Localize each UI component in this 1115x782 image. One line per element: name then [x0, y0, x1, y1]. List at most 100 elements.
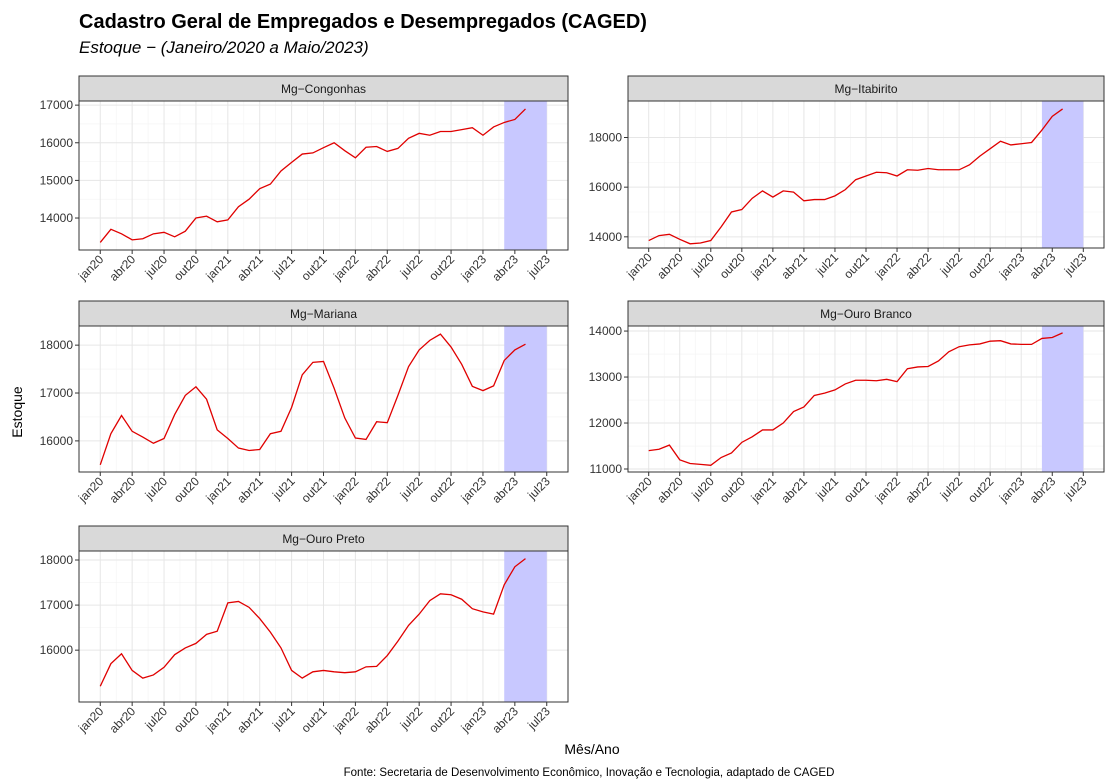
- highlight-band: [504, 551, 547, 702]
- x-tick-label: out22: [426, 704, 457, 735]
- x-tick-label: jan21: [748, 250, 780, 282]
- x-tick-label: out20: [717, 250, 748, 281]
- x-tick-label: jul23: [524, 704, 553, 733]
- x-tick-label: out21: [298, 474, 329, 505]
- y-tick-label: 17000: [40, 598, 74, 612]
- panel-title: Mg−Itabirito: [834, 82, 897, 96]
- y-tick-label: 14000: [40, 211, 74, 225]
- x-tick-label: abr22: [362, 252, 394, 284]
- x-tick-label: out22: [965, 250, 996, 281]
- panel-title: Mg−Mariana: [290, 307, 357, 321]
- x-tick-label: jul22: [397, 252, 426, 281]
- x-tick-label: jan23: [458, 704, 490, 736]
- x-tick-label: out20: [171, 704, 202, 735]
- line: [648, 332, 1063, 466]
- x-tick-label: abr21: [234, 704, 266, 736]
- x-tick-label: jul20: [142, 252, 171, 281]
- y-tick-label: 15000: [40, 173, 74, 187]
- y-tick-label: 14000: [589, 230, 623, 244]
- x-tick-label: jul20: [688, 474, 717, 503]
- x-tick-label: jan22: [330, 474, 362, 506]
- x-tick-label: jul23: [1061, 250, 1090, 279]
- x-tick-label: jan23: [996, 474, 1028, 506]
- x-tick-label: jan22: [872, 474, 904, 506]
- x-tick-label: abr21: [234, 474, 266, 506]
- highlight-band: [1041, 101, 1084, 248]
- strip: [78, 525, 569, 552]
- x-tick-label: jan20: [75, 252, 107, 284]
- panel-title: Mg−Congonhas: [281, 82, 366, 96]
- x-tick-label: abr23: [489, 474, 521, 506]
- x-tick-label: abr20: [654, 250, 686, 282]
- y-tick-label: 12000: [589, 416, 623, 430]
- x-tick-label: jul22: [397, 704, 426, 733]
- x-tick-label: out21: [841, 474, 872, 505]
- strip: [78, 300, 569, 327]
- x-tick-label: out22: [965, 474, 996, 505]
- x-tick-label: abr22: [362, 474, 394, 506]
- x-tick-label: jul22: [397, 474, 426, 503]
- y-tick-label: 17000: [40, 98, 74, 112]
- x-tick-label: abr23: [489, 252, 521, 284]
- strip: [78, 75, 569, 102]
- x-tick-label: out22: [426, 252, 457, 283]
- x-tick-label: abr22: [362, 704, 394, 736]
- x-tick-label: jul21: [269, 474, 298, 503]
- strip: [627, 300, 1105, 327]
- x-tick-label: jul20: [688, 250, 717, 279]
- x-tick-label: jan20: [623, 474, 655, 506]
- caption: Fonte: Secretaria de Desenvolvimento Eco…: [344, 767, 835, 779]
- y-tick-label: 14000: [589, 324, 623, 338]
- x-tick-label: jan20: [623, 250, 655, 282]
- x-tick-label: jan23: [458, 474, 490, 506]
- x-tick-label: out20: [171, 474, 202, 505]
- x-tick-label: jan20: [75, 704, 107, 736]
- x-tick-label: out20: [171, 252, 202, 283]
- highlight-band: [504, 101, 547, 250]
- panel-title: Mg−Ouro Preto: [282, 532, 365, 546]
- y-tick-label: 18000: [40, 553, 74, 567]
- x-tick-label: jan21: [748, 474, 780, 506]
- x-tick-label: out21: [841, 250, 872, 281]
- y-tick-label: 16000: [40, 434, 74, 448]
- x-tick-label: abr21: [778, 250, 810, 282]
- strip: [627, 75, 1105, 102]
- line: [648, 108, 1063, 245]
- x-tick-label: jan23: [996, 250, 1028, 282]
- chart-title: Cadastro Geral de Empregados e Desempreg…: [79, 11, 647, 33]
- x-tick-label: abr21: [778, 474, 810, 506]
- x-tick-label: jul22: [937, 250, 966, 279]
- x-tick-label: out21: [298, 704, 329, 735]
- x-tick-label: jan21: [203, 704, 235, 736]
- x-tick-label: jan22: [330, 704, 362, 736]
- chart-subtitle: Estoque − (Janeiro/2020 a Maio/2023): [79, 38, 369, 57]
- x-tick-label: jul23: [1061, 474, 1090, 503]
- x-tick-label: abr23: [1027, 474, 1059, 506]
- y-tick-label: 16000: [40, 643, 74, 657]
- y-tick-label: 11000: [590, 462, 623, 476]
- x-tick-label: abr22: [903, 474, 935, 506]
- x-tick-label: jan22: [330, 252, 362, 284]
- y-tick-label: 17000: [40, 386, 74, 400]
- y-tick-label: 18000: [589, 131, 623, 145]
- line: [99, 108, 526, 243]
- x-tick-label: jul21: [269, 704, 298, 733]
- y-tick-label: 16000: [40, 136, 74, 150]
- highlight-band: [504, 326, 547, 472]
- y-tick-label: 13000: [589, 370, 623, 384]
- x-tick-label: abr20: [107, 474, 139, 506]
- x-tick-label: abr20: [107, 252, 139, 284]
- x-tick-label: jan22: [872, 250, 904, 282]
- x-tick-label: jul22: [937, 474, 966, 503]
- line: [99, 558, 526, 687]
- x-tick-label: out21: [298, 252, 329, 283]
- line: [99, 333, 526, 466]
- x-tick-label: out22: [426, 474, 457, 505]
- highlight-band: [1041, 326, 1084, 472]
- x-tick-label: abr22: [903, 250, 935, 282]
- x-tick-label: jul21: [269, 252, 298, 281]
- x-tick-label: jul20: [142, 704, 171, 733]
- x-tick-label: abr20: [107, 704, 139, 736]
- x-tick-label: jul20: [142, 474, 171, 503]
